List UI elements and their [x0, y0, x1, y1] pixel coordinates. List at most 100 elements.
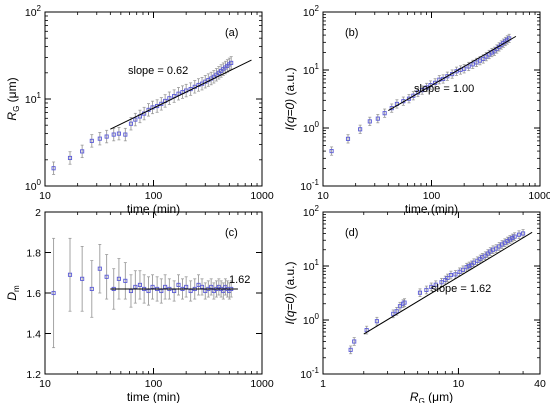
fit-line [363, 231, 533, 335]
y-tick-base: 10 [303, 315, 315, 327]
plot-area [329, 33, 517, 156]
data-point [445, 74, 450, 79]
panel-c: 10 100 1000 1.2 1.4 1.6 1.8 2 time (min) Dm 1.62 (c… [5, 207, 274, 403]
y-tick-label: 102 [303, 204, 320, 219]
data-point [51, 166, 56, 171]
data-point [80, 149, 85, 154]
fit-line [110, 59, 252, 130]
y-tick-label: 1.4 [26, 329, 41, 341]
data-point [469, 262, 474, 267]
y-tick-exponent: -1 [312, 366, 320, 375]
data-point [111, 132, 116, 137]
data-point [445, 275, 450, 281]
y-tick-base: 10 [25, 94, 37, 106]
plot-area [51, 56, 252, 175]
y-tick-base: 10 [303, 65, 315, 77]
data-point [364, 328, 369, 333]
data-point [424, 287, 429, 293]
data-point [470, 62, 475, 67]
data-point [104, 134, 109, 139]
panel-label: (d) [345, 227, 358, 239]
data-point [467, 263, 472, 269]
y-tick-label: 1.6 [26, 288, 41, 300]
y-axis-title-main: D [5, 292, 19, 301]
data-point [512, 234, 517, 239]
data-point [97, 266, 102, 271]
y-tick-label: 2 [35, 207, 41, 219]
data-point [382, 111, 387, 116]
y-axis-title-main: R [5, 112, 19, 121]
fit-line [388, 35, 517, 111]
data-point [521, 231, 526, 236]
data-point [97, 136, 102, 141]
y-axis-title-main: I(q=0) [283, 99, 297, 131]
data-point [358, 127, 363, 132]
panel-label: (c) [225, 227, 238, 239]
slope-annotation: 1.62 [229, 274, 250, 286]
y-tick-label: 10-1 [300, 178, 319, 193]
slope-annotation: slope = 0.62 [128, 65, 188, 77]
panel-label: (a) [225, 27, 238, 39]
y-axis-title-rest: (a.u.) [283, 67, 297, 98]
x-tick-label: 1000 [528, 190, 550, 202]
x-tick-label: 1000 [250, 378, 274, 390]
x-tick-label: 10 [39, 190, 51, 202]
slope-annotation: slope = 1.62 [431, 283, 491, 295]
x-tick-label: 1 [320, 378, 326, 390]
y-tick-exponent: 0 [315, 312, 320, 321]
y-tick-exponent: 1 [315, 258, 320, 267]
x-axis-title-main: R [410, 390, 419, 403]
data-point [394, 309, 399, 314]
y-tick-base: 10 [303, 123, 315, 135]
data-point [494, 246, 499, 251]
data-point [89, 286, 94, 292]
x-axis-title-rest: (μm) [425, 390, 453, 403]
y-axis-title: I(q=0) (a.u.) [283, 67, 297, 130]
data-point [484, 54, 489, 59]
data-point [116, 276, 121, 281]
y-axis-title-main: I(q=0) [283, 293, 297, 325]
x-tick-label: 10 [453, 378, 465, 390]
data-point [441, 76, 446, 82]
y-tick-label: 101 [25, 91, 42, 106]
y-tick-base: 10 [303, 7, 315, 19]
data-point [329, 149, 334, 154]
y-tick-label: 10-1 [300, 366, 319, 381]
data-point [67, 155, 73, 161]
y-tick-exponent: 2 [37, 4, 42, 13]
panel-label: (b) [345, 27, 358, 39]
y-tick-base: 10 [303, 261, 315, 273]
y-tick-label: 1.8 [26, 248, 41, 260]
x-tick-label: 10 [39, 378, 51, 390]
data-point [411, 93, 416, 98]
y-tick-base: 10 [25, 7, 37, 19]
data-point [448, 272, 453, 278]
data-point [466, 64, 471, 69]
data-point [417, 290, 423, 295]
data-point [128, 121, 134, 126]
y-axis-title: Dm [5, 285, 21, 301]
data-point [345, 136, 351, 141]
y-tick-label: 101 [303, 62, 320, 77]
data-point [116, 131, 121, 136]
y-tick-label: 102 [303, 4, 320, 19]
x-tick-label: 10 [317, 190, 329, 202]
data-point [51, 290, 56, 296]
y-tick-exponent: 2 [315, 204, 320, 213]
slope-annotation: slope = 1.00 [414, 83, 474, 95]
y-tick-base: 10 [25, 181, 37, 193]
data-point [516, 232, 522, 237]
y-tick-label: 100 [25, 178, 42, 193]
data-point [433, 282, 438, 287]
data-point [137, 282, 142, 287]
data-point [483, 253, 488, 258]
y-tick-exponent: -1 [312, 178, 320, 187]
x-axis-title: time (min) [127, 390, 180, 403]
y-tick-label: 100 [303, 312, 320, 327]
y-tick-base: 10 [300, 369, 312, 381]
data-point [374, 319, 379, 324]
data-point [80, 276, 85, 281]
